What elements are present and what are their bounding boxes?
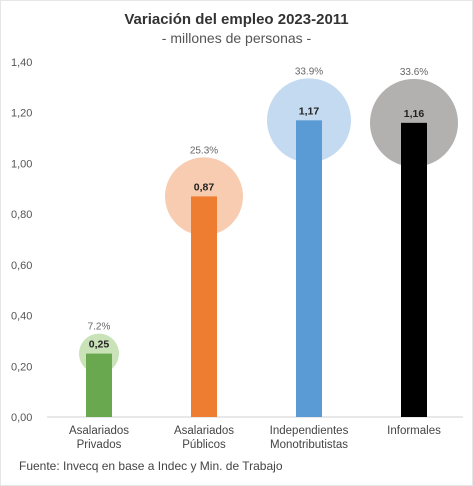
category-label: Monotributistas xyxy=(270,439,348,451)
category-label: Públicos xyxy=(182,439,226,451)
category-label: Independientes xyxy=(270,425,349,437)
bar xyxy=(191,196,217,417)
y-tick-label: 1,00 xyxy=(11,158,32,170)
bar-value-label: 0,87 xyxy=(194,181,215,193)
chart-title: Variación del empleo 2023-2011 xyxy=(124,11,349,28)
y-tick-label: 0,40 xyxy=(11,311,32,323)
bar xyxy=(296,120,322,418)
bar-percent-label: 25.3% xyxy=(190,145,218,156)
y-tick-label: 1,20 xyxy=(11,108,32,120)
category-label: Informales xyxy=(387,425,441,437)
chart-subtitle: - millones de personas - xyxy=(161,30,312,46)
y-tick-label: 0,80 xyxy=(11,209,32,221)
bar xyxy=(401,122,427,417)
y-tick-label: 0,20 xyxy=(11,361,32,373)
bar-value-label: 1,16 xyxy=(404,108,425,120)
bar-percent-label: 33.6% xyxy=(400,67,428,78)
bar-percent-label: 33.9% xyxy=(295,66,323,77)
category-label: Privados xyxy=(77,439,122,451)
bar-value-label: 0,25 xyxy=(89,339,110,351)
category-label: Asalariados xyxy=(174,425,234,437)
y-tick-label: 0,60 xyxy=(11,260,32,272)
source-note: Fuente: Invecq en base a Indec y Min. de… xyxy=(19,459,283,473)
bar-percent-label: 7.2% xyxy=(88,322,111,333)
bar xyxy=(86,353,112,417)
y-tick-label: 1,40 xyxy=(11,57,32,69)
y-tick-label: 0,00 xyxy=(11,412,32,424)
bar-value-label: 1,17 xyxy=(299,105,320,117)
category-label: Asalariados xyxy=(69,425,129,437)
